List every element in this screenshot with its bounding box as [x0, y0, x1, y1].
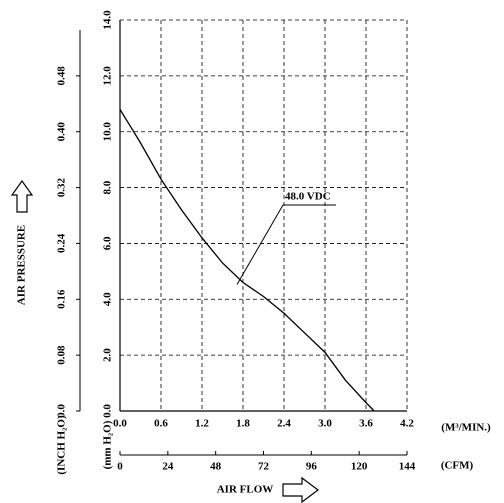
x-tick-label: 3.6 [359, 418, 373, 430]
x-tick-label: 0.6 [154, 418, 168, 430]
x-tick-label: 1.2 [195, 418, 209, 430]
x2-tick-label: 72 [258, 461, 270, 473]
y-tick-label: 10.0 [102, 122, 114, 142]
y-tick-label: 0.0 [102, 404, 114, 418]
x2-tick-label: 120 [351, 461, 368, 473]
y2-tick-label: 0.32 [56, 177, 68, 197]
x2-unit: (CFM) [441, 460, 474, 472]
x-unit: (M³/MIN.) [441, 422, 491, 434]
x-tick-label: 1.8 [236, 418, 250, 430]
x-tick-label: 4.2 [400, 418, 414, 430]
leader-line [236, 204, 284, 285]
y2-tick-label: 0.08 [56, 345, 68, 365]
x2-tick-label: 0 [117, 461, 123, 473]
series-label: 48.0 VDC [285, 191, 331, 203]
y2-tick-label: 0.24 [56, 233, 68, 253]
y-tick-label: 8.0 [102, 180, 114, 194]
x-tick-label: 3.0 [318, 418, 332, 430]
y-axis-label: AIR PRESSURE [16, 225, 28, 305]
x-axis-label: AIR FLOW [217, 484, 274, 496]
x-tick-label: 2.4 [277, 418, 291, 430]
x2-tick-label: 96 [306, 461, 318, 473]
y2-tick-label: 0.16 [56, 289, 68, 309]
y2-tick-label: 0.0 [56, 404, 68, 418]
right-arrow [282, 476, 319, 503]
y-unit: (mm H₂O) [102, 420, 114, 469]
curve [119, 109, 375, 412]
x2-tick-label: 48 [210, 461, 222, 473]
up-arrow [10, 179, 34, 213]
x2-tick-label: 144 [399, 461, 416, 473]
y-tick-label: 4.0 [102, 292, 114, 306]
y2-tick-label: 0.40 [56, 122, 68, 142]
x2-tick-label: 24 [162, 461, 174, 473]
y-tick-label: 12.0 [102, 66, 114, 86]
y-tick-label: 2.0 [102, 348, 114, 362]
y2-tick-label: 0.48 [56, 66, 68, 86]
y-tick-label: 14.0 [102, 10, 114, 30]
y2-unit: (INCH H₂O) [56, 415, 68, 475]
x-tick-label: 0.0 [113, 418, 127, 430]
y-tick-label: 6.0 [102, 236, 114, 250]
